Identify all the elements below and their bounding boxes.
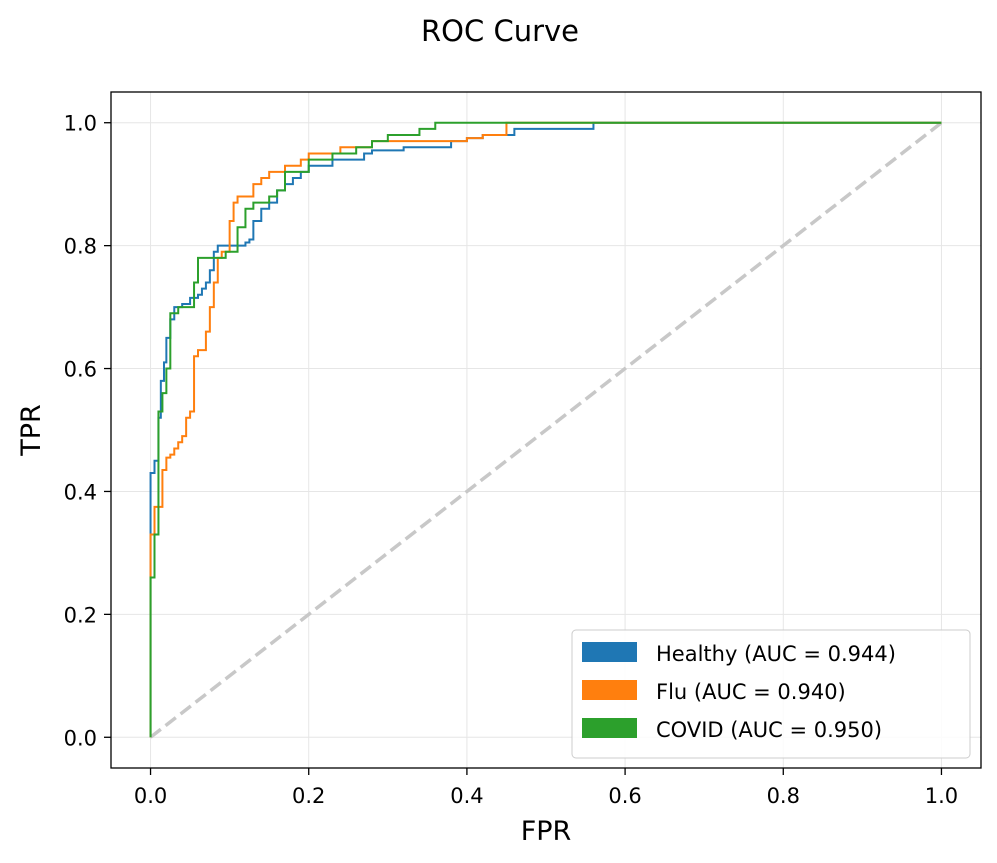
legend-label-covid: COVID (AUC = 0.950) [656, 718, 882, 742]
chart-title: ROC Curve [421, 14, 579, 48]
y-tick-label: 0.2 [64, 603, 97, 627]
x-tick-label: 0.2 [292, 784, 325, 808]
x-axis-ticks: 0.0 0.2 0.4 0.6 0.8 1.0 [134, 768, 958, 808]
series-line-healthy [149, 121, 942, 738]
legend-label-flu: Flu (AUC = 0.940) [656, 680, 846, 704]
legend: Healthy (AUC = 0.944) Flu (AUC = 0.940) CO… [571, 629, 971, 759]
legend-frame [571, 629, 971, 759]
y-axis-label: TPR [16, 404, 47, 457]
grid [111, 92, 981, 768]
y-tick-label: 0.4 [64, 480, 97, 504]
y-tick-label: 1.0 [64, 112, 97, 136]
plot-area [149, 121, 943, 739]
x-tick-label: 0.6 [608, 784, 641, 808]
x-tick-label: 0.8 [767, 784, 800, 808]
legend-label-healthy: Healthy (AUC = 0.944) [656, 642, 896, 666]
chance-diagonal-line [149, 121, 943, 739]
x-tick-label: 0.4 [450, 784, 483, 808]
legend-swatch-healthy [582, 642, 637, 662]
legend-swatch-flu [582, 680, 637, 700]
x-tick-label: 0.0 [134, 784, 167, 808]
x-axis-label: FPR [521, 816, 572, 847]
legend-swatch-covid [582, 718, 637, 738]
plot-frame [110, 91, 982, 769]
x-tick-label: 1.0 [925, 784, 958, 808]
y-tick-label: 0.8 [64, 235, 97, 259]
y-tick-label: 0.6 [64, 358, 97, 382]
series-line-covid [149, 121, 942, 738]
y-axis-ticks: 0.0 0.2 0.4 0.6 0.8 1.0 [64, 112, 111, 750]
y-tick-label: 0.0 [64, 726, 97, 750]
